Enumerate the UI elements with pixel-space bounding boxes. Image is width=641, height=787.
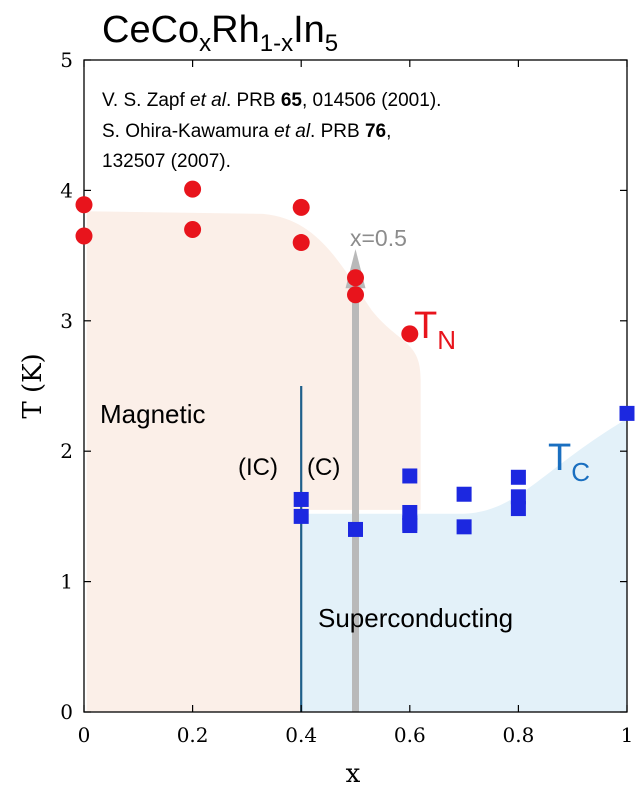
tn-data-point bbox=[401, 325, 419, 343]
tn-data-point bbox=[184, 180, 202, 198]
x-tick-label: 0 bbox=[78, 723, 91, 747]
tc-data-point bbox=[293, 508, 309, 524]
y-tick-label: 3 bbox=[60, 309, 73, 333]
magnetic-label: Magnetic bbox=[100, 399, 206, 429]
y-tick-label: 2 bbox=[60, 439, 73, 463]
x-tick-label: 0.2 bbox=[177, 723, 209, 747]
magnetic-region bbox=[86, 211, 421, 712]
tn-data-point bbox=[184, 221, 202, 239]
reference-line-2: S. Ohira-Kawamura et al. PRB 76, bbox=[102, 121, 391, 142]
superconducting-label: Superconducting bbox=[318, 603, 513, 633]
x-axis-label: x bbox=[346, 759, 361, 787]
y-axis-label: T (K) bbox=[18, 353, 48, 418]
chart-title: CeCoxRh1-xIn5 bbox=[102, 9, 338, 57]
y-tick-label: 1 bbox=[60, 570, 73, 594]
plot-frame bbox=[83, 59, 628, 713]
tn-data-point bbox=[75, 196, 93, 214]
reference-line-3: 132507 (2007). bbox=[102, 151, 231, 172]
y-tick-label: 4 bbox=[60, 178, 73, 202]
arrow-label: x=0.5 bbox=[350, 225, 407, 251]
tc-data-point bbox=[619, 405, 635, 421]
tn-series-label: TN bbox=[414, 305, 456, 355]
tc-series-label: TC bbox=[548, 437, 590, 487]
tc-data-point bbox=[402, 468, 418, 484]
tc-data-point bbox=[510, 469, 526, 485]
x-tick-label: 0.4 bbox=[285, 723, 317, 747]
tc-data-point bbox=[348, 521, 363, 537]
tn-data-point bbox=[347, 286, 364, 304]
tn-data-point bbox=[292, 198, 310, 216]
tn-data-point bbox=[75, 227, 93, 245]
y-tick-label: 5 bbox=[60, 48, 73, 72]
superconducting-region bbox=[301, 418, 627, 712]
reference-line-1: V. S. Zapf et al. PRB 65, 014506 (2001). bbox=[102, 90, 441, 111]
x-tick-label: 0.6 bbox=[394, 723, 426, 747]
y-tick-label: 0 bbox=[60, 700, 73, 724]
axis-ticks: 0 0.2 0.4 0.6 0.8 1 0 1 2 3 4 5 bbox=[60, 48, 633, 747]
x-tick-label: 0.8 bbox=[502, 723, 534, 747]
tn-data-point bbox=[347, 269, 364, 287]
ic-label: (IC) bbox=[238, 454, 278, 481]
tc-data-point bbox=[402, 518, 418, 534]
c-label: (C) bbox=[307, 454, 340, 481]
x-tick-label: 1 bbox=[621, 723, 634, 747]
tc-data-point bbox=[456, 486, 472, 502]
tc-data-point bbox=[510, 501, 526, 517]
tc-data-point bbox=[293, 491, 309, 507]
data-markers bbox=[75, 180, 635, 537]
tn-data-point bbox=[292, 234, 310, 252]
tc-data-point bbox=[510, 489, 526, 505]
tc-data-point bbox=[456, 519, 472, 535]
